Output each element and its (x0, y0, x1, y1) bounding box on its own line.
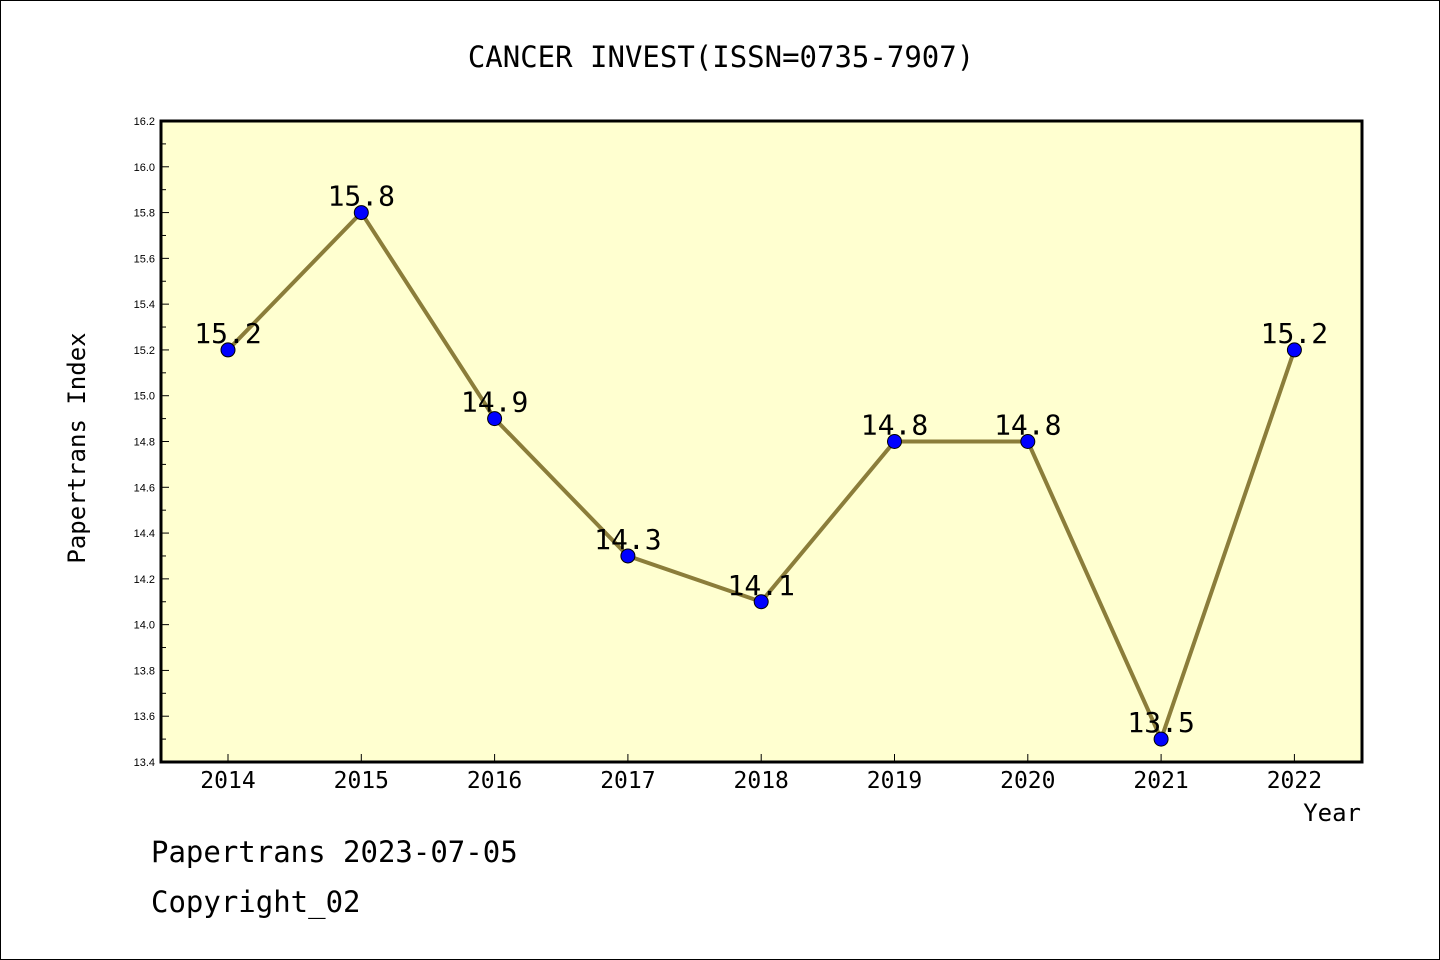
footer-date: Papertrans 2023-07-05 (151, 835, 518, 869)
data-point (220, 342, 236, 358)
data-label: 14.8 (994, 409, 1061, 442)
y-tick-label: 15.0 (134, 391, 155, 403)
data-point (487, 411, 503, 427)
y-tick-label: 14.8 (134, 437, 155, 449)
x-tick-label: 2020 (1000, 768, 1055, 794)
data-point (1286, 342, 1302, 358)
data-label: 15.8 (328, 180, 395, 213)
data-point (353, 205, 369, 221)
data-label: 13.5 (1127, 706, 1194, 739)
data-label: 14.1 (727, 569, 794, 602)
x-tick-label: 2019 (867, 768, 922, 794)
y-tick-label: 13.4 (134, 757, 155, 769)
plot-area (159, 119, 1364, 764)
data-label: 14.8 (861, 409, 928, 442)
x-tick-label: 2021 (1133, 768, 1188, 794)
x-axis-label: Year (1303, 799, 1361, 827)
y-tick-label: 14.2 (134, 574, 155, 586)
x-tick-label: 2016 (467, 768, 522, 794)
data-point (1153, 731, 1169, 747)
data-label: 14.9 (461, 386, 528, 419)
data-point (620, 548, 636, 564)
data-label: 14.3 (594, 523, 661, 556)
y-tick-label: 15.2 (134, 345, 155, 357)
series-line (220, 205, 1302, 747)
footer-copyright: Copyright_02 (151, 885, 361, 919)
y-tick-label: 15.6 (134, 253, 155, 265)
data-point (887, 434, 902, 449)
y-tick-label: 14.0 (134, 620, 155, 632)
y-axis: 13.4 13.6 13.8 14.0 14.2 14.4 14.6 14.8 15.0 15.2… (134, 116, 169, 769)
y-tick-label: 15.8 (134, 208, 155, 220)
data-label: 15.2 (194, 317, 261, 350)
y-tick-label: 15.4 (134, 299, 155, 311)
y-tick-label: 13.8 (134, 665, 155, 677)
y-tick-label: 16.2 (134, 116, 155, 128)
data-labels: 15.2 15.8 14.9 14.3 14.1 14.8 14.8 13.5 15.2 (194, 180, 1328, 740)
y-axis-label: Papertrans Index (63, 332, 91, 563)
y-tick-label: 14.4 (134, 528, 155, 540)
x-tick-label: 2014 (200, 768, 255, 794)
x-tick-label: 2022 (1267, 768, 1322, 794)
chart-title: CANCER INVEST(ISSN=0735-7907) (468, 40, 974, 74)
y-tick-label: 13.6 (134, 711, 155, 723)
x-axis: 2014 2015 2016 2017 2018 2019 2020 2021 2022 (200, 754, 1322, 794)
y-tick-label: 16.0 (134, 162, 155, 174)
x-tick-label: 2015 (334, 768, 389, 794)
data-point (753, 594, 769, 610)
data-label: 15.2 (1261, 317, 1328, 350)
x-tick-label: 2018 (734, 768, 789, 794)
data-point (1020, 434, 1036, 449)
x-tick-label: 2017 (600, 768, 655, 794)
y-tick-label: 14.6 (134, 482, 155, 494)
